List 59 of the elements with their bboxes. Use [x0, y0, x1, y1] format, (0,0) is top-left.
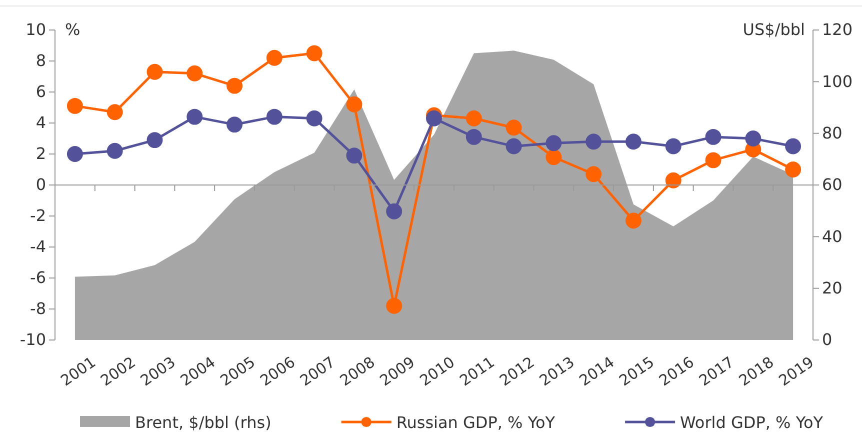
point	[745, 130, 762, 146]
point	[306, 110, 322, 126]
point	[785, 162, 802, 178]
point	[466, 110, 482, 126]
legend-label: World GDP, % YoY	[680, 413, 824, 432]
point	[346, 96, 362, 112]
point	[186, 65, 203, 82]
y-axis-title: %	[65, 20, 80, 39]
y-tick-label: 4	[36, 113, 46, 132]
y2-tick-label: 40	[822, 226, 842, 246]
y-tick-label: -2	[30, 206, 46, 226]
point	[426, 110, 442, 126]
point	[785, 138, 802, 154]
point	[625, 134, 642, 150]
y-tick-label: 10	[26, 20, 46, 40]
y-tick-label: -8	[30, 299, 46, 318]
point	[586, 134, 602, 150]
y-tick-label: -10	[20, 330, 46, 350]
y2-tick-label: 0	[822, 330, 832, 350]
legend-label: Russian GDP, % YoY	[396, 413, 556, 432]
point	[705, 128, 722, 145]
y-tick-label: -6	[30, 268, 46, 288]
y-tick-label: 0	[36, 175, 46, 194]
point	[386, 203, 402, 220]
point	[665, 138, 682, 154]
y-tick-label: 6	[36, 82, 46, 102]
point	[665, 172, 682, 188]
point	[266, 50, 282, 66]
y2-tick-label: 120	[822, 20, 853, 40]
y-tick-label: -4	[30, 237, 46, 256]
point	[506, 120, 522, 136]
point	[146, 132, 163, 148]
point	[106, 104, 123, 120]
point	[186, 108, 203, 125]
y-tick-label: 8	[36, 51, 46, 70]
point	[146, 64, 163, 80]
point	[546, 149, 562, 166]
point	[226, 78, 243, 94]
point	[506, 138, 522, 154]
y2-axis-title: US$/bbl	[742, 20, 805, 39]
point	[546, 135, 562, 152]
point	[266, 108, 282, 125]
point	[386, 298, 402, 314]
point	[625, 212, 642, 229]
point	[66, 98, 83, 114]
point	[466, 128, 482, 145]
y2-tick-label: 20	[822, 278, 842, 298]
y2-tick-label: 100	[822, 72, 853, 91]
y-tick-label: 2	[36, 144, 46, 164]
point	[106, 142, 123, 159]
point	[306, 45, 322, 62]
legend-label: Brent, $/bbl (rhs)	[135, 413, 272, 432]
y2-tick-label: 80	[822, 123, 842, 142]
point	[226, 116, 243, 133]
point	[705, 152, 722, 168]
point	[586, 166, 602, 182]
y2-tick-label: 60	[822, 175, 842, 194]
point	[66, 146, 83, 162]
point	[346, 148, 362, 164]
